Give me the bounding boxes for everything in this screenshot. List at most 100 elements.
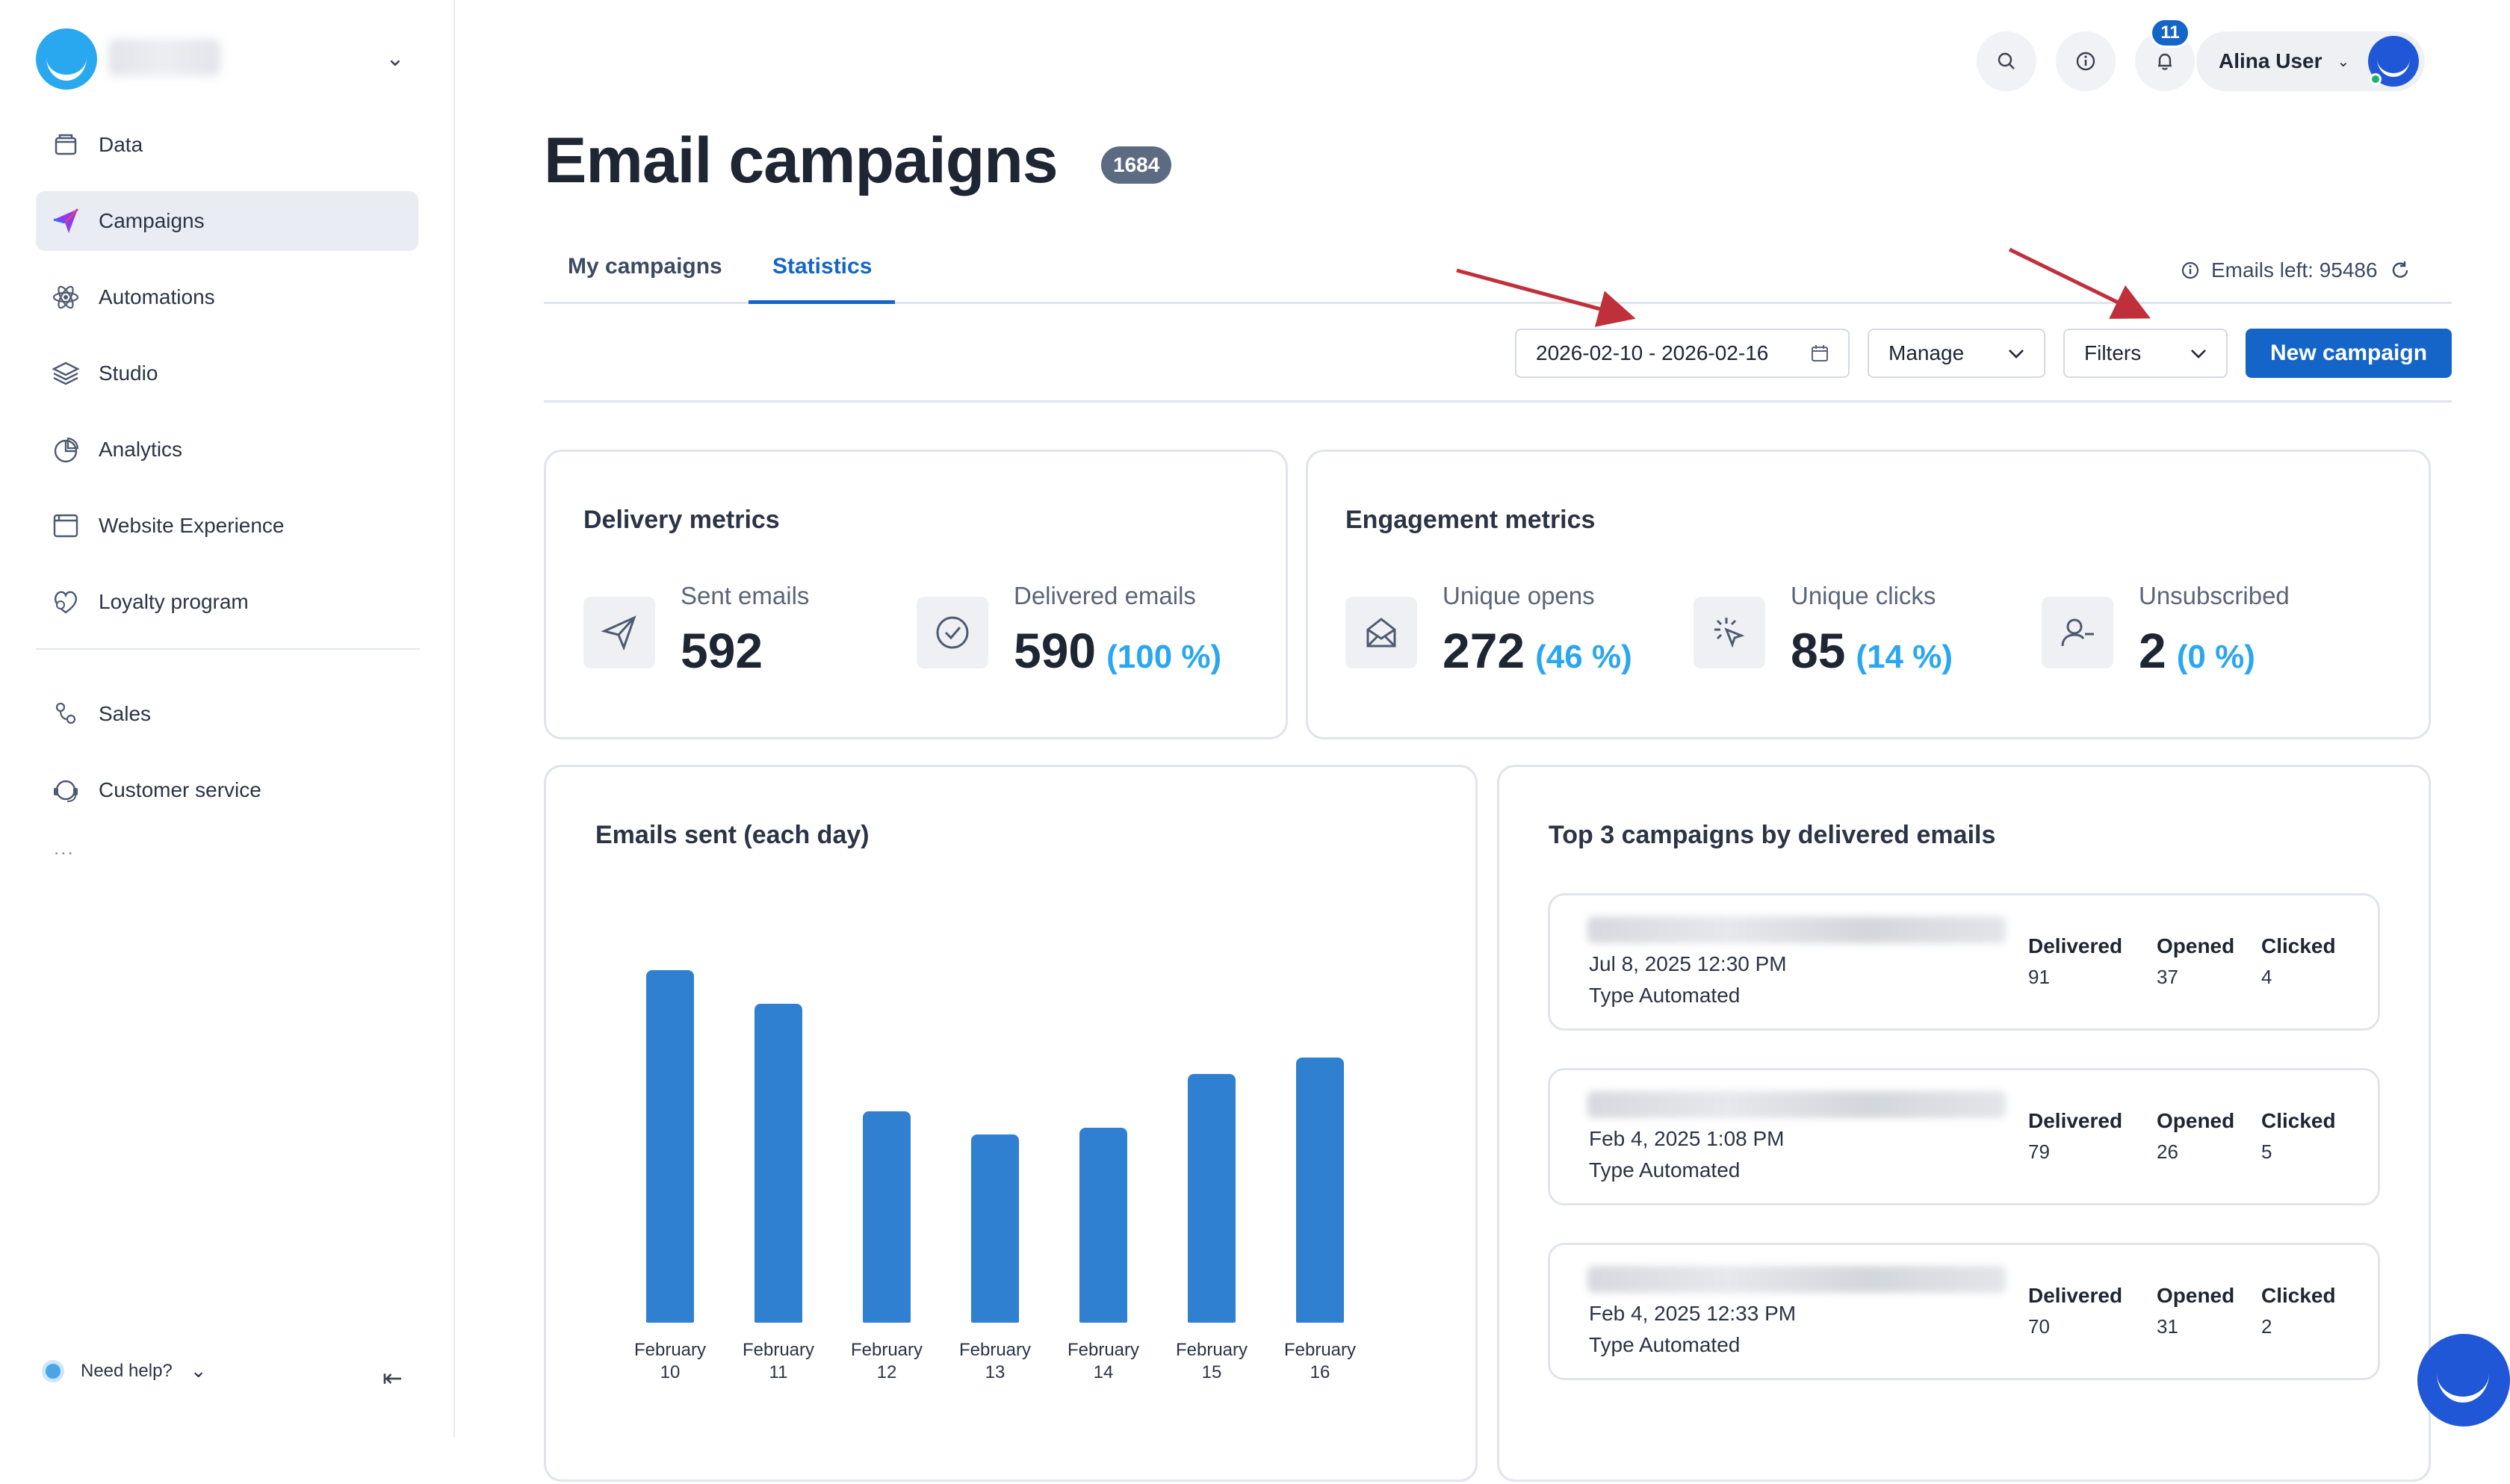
campaign-name-blurred bbox=[1587, 1091, 2006, 1118]
organization-name-blurred[interactable] bbox=[108, 39, 220, 76]
emails-left-text: Emails left: 95486 bbox=[2211, 258, 2378, 282]
delivered-value: 79 bbox=[2028, 1140, 2050, 1163]
clicked-column: Clicked 2 bbox=[2261, 1284, 2336, 1338]
chart-bar[interactable] bbox=[971, 1134, 1019, 1323]
delivered-emails-stat: 590 (100 %) bbox=[1014, 622, 1221, 679]
sidebar-item-label: Website Experience bbox=[99, 514, 285, 537]
x-tick-label-line: February bbox=[742, 1340, 815, 1360]
delivered-emails-label: Delivered emails bbox=[1014, 582, 1196, 609]
column-header: Opened bbox=[2157, 1284, 2235, 1307]
column-header: Clicked bbox=[2261, 934, 2336, 957]
sidebar-item-studio[interactable]: Studio bbox=[36, 344, 418, 403]
sidebar-item-sales[interactable]: Sales bbox=[36, 684, 418, 744]
sidebar-item-loyalty-program[interactable]: Loyalty program bbox=[36, 572, 418, 632]
atom-icon bbox=[49, 281, 82, 314]
sidebar-item-label: Customer service bbox=[99, 778, 261, 801]
manage-label: Manage bbox=[1888, 341, 1965, 364]
chevron-down-icon[interactable]: ⌄ bbox=[385, 46, 405, 71]
sidebar-item-label: Loyalty program bbox=[99, 590, 249, 613]
column-header: Delivered bbox=[2028, 934, 2123, 957]
x-tick-label-line: 16 bbox=[1310, 1362, 1330, 1382]
opened-value: 37 bbox=[2157, 966, 2178, 988]
sidebar-item-label: Campaigns bbox=[99, 209, 205, 232]
campaign-name-blurred bbox=[1587, 916, 2006, 943]
chart-bar[interactable] bbox=[646, 969, 694, 1323]
headset-icon bbox=[49, 774, 82, 807]
date-range-picker[interactable]: 2026-02-10 - 2026-02-16 bbox=[1515, 329, 1850, 378]
tab-statistics[interactable]: Statistics bbox=[772, 254, 873, 279]
unique-opens-stat: 272 (46 %) bbox=[1443, 622, 1632, 679]
x-tick-label: February 11 bbox=[730, 1339, 827, 1384]
x-tick-label: February 13 bbox=[946, 1339, 1044, 1384]
annotation-arrows bbox=[1456, 247, 2151, 327]
unique-clicks-label: Unique clicks bbox=[1791, 582, 1936, 609]
refresh-icon[interactable] bbox=[2388, 258, 2412, 282]
manage-dropdown[interactable]: Manage bbox=[1868, 329, 2045, 378]
sales-icon bbox=[49, 698, 82, 730]
unique-opens-label: Unique opens bbox=[1443, 582, 1595, 609]
x-tick-label-line: 13 bbox=[985, 1362, 1005, 1382]
filters-dropdown[interactable]: Filters bbox=[2063, 329, 2228, 378]
open-envelope-icon bbox=[1345, 597, 1417, 668]
delivery-metrics-card: Delivery metrics Sent emails 592 Deliver… bbox=[544, 450, 1288, 739]
sidebar-item-campaigns[interactable]: Campaigns bbox=[36, 191, 418, 251]
check-circle-icon bbox=[917, 597, 988, 668]
clicked-column: Clicked 4 bbox=[2261, 934, 2336, 989]
search-button[interactable] bbox=[1977, 31, 2036, 91]
brand-logo[interactable] bbox=[36, 28, 97, 90]
bell-icon bbox=[2158, 53, 2172, 70]
card-title: Engagement metrics bbox=[1345, 506, 1596, 534]
unique-opens-percent: (46 %) bbox=[1535, 639, 1632, 675]
column-header: Opened bbox=[2157, 934, 2235, 957]
opened-value: 31 bbox=[2157, 1315, 2178, 1338]
column-header: Opened bbox=[2157, 1109, 2235, 1132]
chart-bar[interactable] bbox=[754, 1003, 802, 1323]
x-tick-label-line: 12 bbox=[876, 1362, 897, 1382]
clicked-value: 2 bbox=[2261, 1315, 2272, 1338]
opened-value: 26 bbox=[2157, 1140, 2178, 1163]
sidebar-item-automations[interactable]: Automations bbox=[36, 267, 418, 327]
campaign-count-badge: 1684 bbox=[1101, 146, 1172, 184]
info-button[interactable] bbox=[2056, 31, 2116, 91]
more-items-button[interactable]: ... bbox=[54, 836, 75, 859]
chart-bar[interactable] bbox=[1188, 1074, 1236, 1323]
x-tick-label-line: February bbox=[1067, 1340, 1140, 1360]
campaign-type: Type Automated bbox=[1589, 1333, 1741, 1356]
annotation-arrow-date bbox=[1456, 268, 1636, 327]
online-status-dot bbox=[2370, 73, 2382, 85]
bar-chart: February 10 February 11 February 12 February 13… bbox=[546, 767, 1480, 1484]
chart-bar[interactable] bbox=[1079, 1128, 1127, 1323]
sidebar-item-label: Analytics bbox=[99, 438, 183, 461]
page-title: Email campaigns bbox=[544, 125, 1059, 196]
sidebar-item-website-experience[interactable]: Website Experience bbox=[36, 496, 418, 556]
user-minus-icon bbox=[2042, 597, 2113, 668]
need-help-button[interactable]: Need help? ⌄ bbox=[42, 1359, 207, 1382]
sidebar-item-customer-service[interactable]: Customer service bbox=[36, 760, 418, 820]
clicked-value: 5 bbox=[2261, 1140, 2272, 1163]
clicked-value: 4 bbox=[2261, 966, 2272, 988]
campaign-row[interactable]: Feb 4, 2025 1:08 PM Type Automated Deliv… bbox=[1548, 1068, 2380, 1205]
chat-widget-button[interactable] bbox=[2417, 1334, 2510, 1426]
card-title: Top 3 campaigns by delivered emails bbox=[1549, 821, 1996, 849]
column-header: Delivered bbox=[2028, 1109, 2123, 1132]
campaign-row[interactable]: Feb 4, 2025 12:33 PM Type Automated Deli… bbox=[1548, 1243, 2380, 1380]
heart-icon bbox=[49, 586, 82, 618]
cursor-click-icon bbox=[1694, 597, 1765, 668]
delivered-emails-percent: (100 %) bbox=[1106, 639, 1222, 675]
tab-my-campaigns[interactable]: My campaigns bbox=[568, 254, 722, 279]
campaign-name-blurred bbox=[1587, 1266, 2006, 1293]
sidebar-item-analytics[interactable]: Analytics bbox=[36, 420, 418, 479]
help-icon bbox=[42, 1359, 64, 1382]
browser-icon bbox=[49, 509, 82, 542]
send-icon bbox=[583, 597, 655, 668]
chart-bar[interactable] bbox=[1296, 1057, 1344, 1323]
sidebar-divider bbox=[36, 648, 420, 650]
search-icon bbox=[1998, 52, 2015, 69]
unsubscribed-percent: (0 %) bbox=[2176, 639, 2255, 675]
notification-count-badge: 11 bbox=[2150, 18, 2190, 48]
sidebar-item-data[interactable]: Data bbox=[36, 115, 418, 175]
chart-bar[interactable] bbox=[863, 1111, 911, 1323]
collapse-sidebar-icon[interactable]: ⇤ bbox=[382, 1365, 403, 1391]
new-campaign-button[interactable]: New campaign bbox=[2246, 329, 2452, 378]
campaign-row[interactable]: Jul 8, 2025 12:30 PM Type Automated Deli… bbox=[1548, 893, 2380, 1031]
